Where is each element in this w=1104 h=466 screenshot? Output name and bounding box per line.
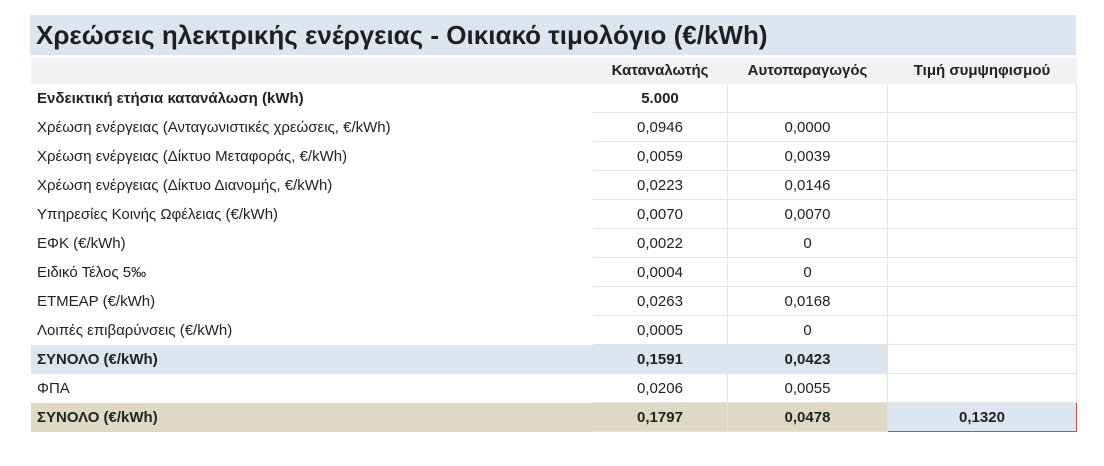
value-cell: 0,0070 — [727, 199, 888, 229]
empty-cell — [887, 170, 1077, 200]
empty-cell — [887, 199, 1077, 229]
value-cell: 0,0055 — [727, 373, 888, 403]
row-label: Χρέωση ενέργειας (Δίκτυο Μεταφοράς, €/kW… — [37, 147, 348, 165]
column-header: Καταναλωτής — [592, 57, 728, 84]
table-row: Χρέωση ενέργειας (Ανταγωνιστικές χρεώσει… — [31, 112, 1077, 142]
empty-cell — [887, 83, 1077, 113]
table-row: ΣΥΝΟΛΟ (€/kWh) 0,1591 0,0423 — [30, 344, 1077, 374]
empty-cell — [30, 57, 593, 84]
column-header: Τιμή συμψηφισμού — [887, 57, 1077, 84]
empty-cell — [887, 141, 1077, 171]
value-cell: 0,0039 — [727, 141, 888, 171]
table-row: ΕΤΜΕΑΡ (€/kWh) 0,0263 0,0168 — [31, 286, 1077, 316]
empty-cell — [887, 228, 1077, 258]
header-row: Καταναλωτής Αυτοπαραγωγός Τιμή συμψηφισμού — [30, 57, 1077, 84]
table-row: Ενδεικτική ετήσια κατανάλωση (kWh) 5.000 — [31, 83, 1077, 113]
table-row: Ειδικό Τέλος 5‰ 0,0004 0 — [31, 257, 1077, 287]
value-cell: 0,0059 — [592, 141, 728, 171]
value-cell: 0,1797 — [592, 402, 728, 432]
value-cell: 5.000 — [592, 83, 728, 113]
charges-table: Καταναλωτής Αυτοπαραγωγός Τιμή συμψηφισμού… — [30, 57, 1077, 432]
table-row: ΕΦΚ (€/kWh) 0,0022 0 — [31, 228, 1077, 258]
empty-cell — [887, 373, 1077, 403]
value-cell: 0,0070 — [592, 199, 728, 229]
row-label: ΕΤΜΕΑΡ (€/kWh) — [37, 292, 156, 310]
value-cell: 0 — [727, 315, 888, 345]
value-cell: 0,0263 — [592, 286, 728, 316]
empty-cell — [887, 315, 1077, 345]
value-cell: 0,0022 — [592, 228, 728, 258]
empty-cell — [887, 257, 1077, 287]
value-cell: 0,0223 — [592, 170, 728, 200]
value-cell: 0,1320 — [887, 402, 1077, 432]
value-cell: 0,0423 — [727, 344, 888, 374]
row-label: ΣΥΝΟΛΟ (€/kWh) — [30, 402, 593, 432]
row-label: ΦΠΑ — [37, 379, 70, 397]
row-label: ΣΥΝΟΛΟ (€/kWh) — [30, 344, 593, 374]
title: Χρεώσεις ηλεκτρικής ενέργειας - Οικιακό … — [30, 15, 1076, 55]
value-cell: 0,1591 — [592, 344, 728, 374]
empty-cell — [727, 83, 888, 113]
value-cell: 0,0004 — [592, 257, 728, 287]
row-label: Χρέωση ενέργειας (Ανταγωνιστικές χρεώσει… — [37, 118, 391, 136]
row-label: ΕΦΚ (€/kWh) — [37, 234, 126, 252]
value-cell: 0,0146 — [727, 170, 888, 200]
value-cell: 0,0000 — [727, 112, 888, 142]
table-row: Χρέωση ενέργειας (Δίκτυο Μεταφοράς, €/kW… — [31, 141, 1077, 171]
row-label: Υπηρεσίες Κοινής Ωφέλειας (€/kWh) — [37, 205, 279, 223]
table-row: Χρέωση ενέργειας (Δίκτυο Διανομής, €/kWh… — [31, 170, 1077, 200]
table-row: ΣΥΝΟΛΟ (€/kWh) 0,1797 0,0478 0,1320 — [30, 402, 1077, 432]
table-row: Λοιπές επιβαρύνσεις (€/kWh) 0,0005 0 — [31, 315, 1077, 345]
empty-cell — [887, 344, 1077, 374]
table-row: Υπηρεσίες Κοινής Ωφέλειας (€/kWh) 0,0070 0… — [31, 199, 1077, 229]
table-row: ΦΠΑ 0,0206 0,0055 — [31, 373, 1077, 403]
empty-cell — [887, 112, 1077, 142]
row-label: Ενδεικτική ετήσια κατανάλωση (kWh) — [37, 89, 304, 107]
value-cell: 0,0168 — [727, 286, 888, 316]
row-label: Λοιπές επιβαρύνσεις (€/kWh) — [37, 321, 233, 339]
empty-cell — [887, 286, 1077, 316]
table-body: Καταναλωτής Αυτοπαραγωγός Τιμή συμψηφισμού… — [30, 57, 1077, 432]
value-cell: 0,0946 — [592, 112, 728, 142]
value-cell: 0 — [727, 257, 888, 287]
value-cell: 0,0005 — [592, 315, 728, 345]
row-label: Ειδικό Τέλος 5‰ — [37, 263, 147, 281]
value-cell: 0 — [727, 228, 888, 258]
row-label: Χρέωση ενέργειας (Δίκτυο Διανομής, €/kWh… — [37, 176, 333, 194]
value-cell: 0,0206 — [592, 373, 728, 403]
column-header: Αυτοπαραγωγός — [727, 57, 888, 84]
value-cell: 0,0478 — [727, 402, 888, 432]
